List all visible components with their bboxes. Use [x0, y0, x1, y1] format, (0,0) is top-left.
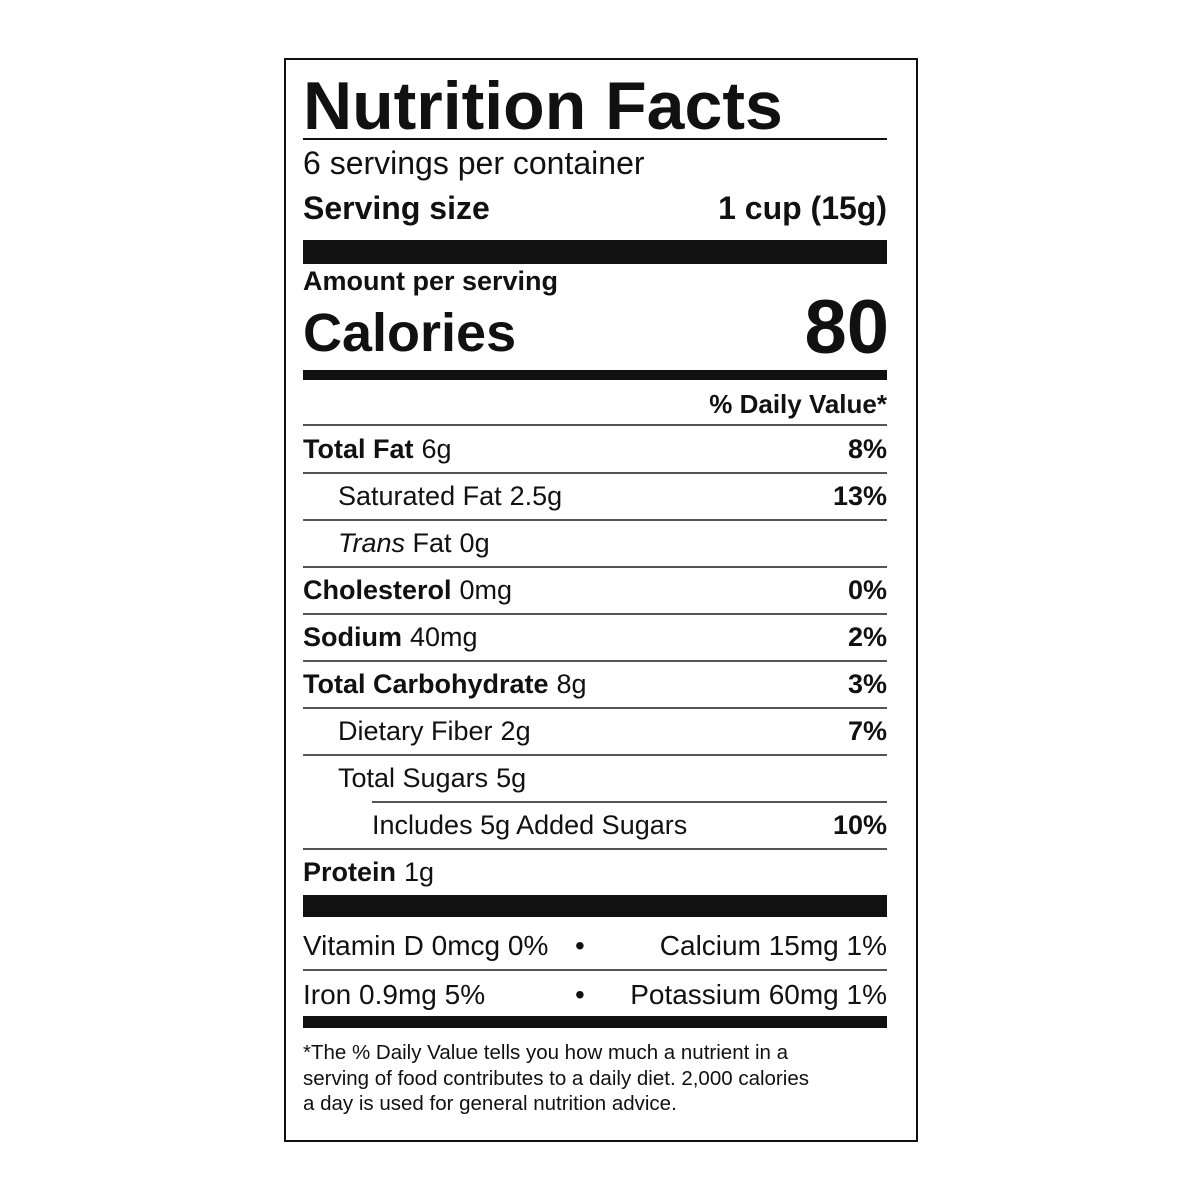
nutrient-row: Total Fat 6g 8%	[303, 427, 887, 472]
nutrient-name: Saturated Fat	[338, 481, 502, 511]
footnote: *The % Daily Value tells you how much a …	[303, 1040, 887, 1117]
nutrient-amount: 6g	[421, 434, 452, 464]
nutrient-dv: 8%	[847, 434, 887, 464]
nutrient-row: Saturated Fat 2.5g 13%	[303, 472, 887, 519]
nutrient-name: Total Fat	[303, 434, 414, 464]
nutrient-dv: 10%	[832, 810, 887, 840]
serving-size: Serving size 1 cup (15g)	[303, 188, 887, 228]
nutrient-row: Cholesterol 0mg 0%	[303, 566, 887, 613]
vitamin-row: Iron 0.9mg 5% • Potassium 60mg 1%	[303, 971, 887, 1018]
separator: •	[575, 978, 585, 1010]
calories-label: Calories	[303, 303, 517, 363]
nutrient-row: Total Sugars 5g	[303, 754, 887, 801]
nutrient-row: Total Carbohydrate 8g 3%	[303, 660, 887, 707]
vitamin-left: Vitamin D 0mcg 0%	[303, 929, 549, 961]
footnote-line: *The % Daily Value tells you how much a …	[303, 1041, 789, 1064]
nutrient-amount: 8g	[556, 669, 587, 699]
footnote-line: a day is used for general nutrition advi…	[303, 1092, 677, 1115]
nutrition-label: Nutrition Facts 6 servings per container…	[284, 58, 918, 1142]
medium-bar	[303, 370, 887, 380]
vitamin-right: Calcium 15mg 1%	[659, 929, 887, 961]
calories: Calories 80	[303, 288, 889, 368]
nutrient-amount: 0mg	[459, 575, 513, 605]
nutrient-amount: 40mg	[410, 622, 478, 652]
nutrient-name: Fat	[412, 528, 452, 558]
nutrient-row: Includes 5g Added Sugars 10%	[372, 801, 887, 848]
nutrient-row: Dietary Fiber 2g 7%	[303, 707, 887, 754]
footnote-line: serving of food contributes to a daily d…	[303, 1066, 809, 1090]
serving-size-label: Serving size	[303, 190, 490, 226]
nutrient-amount: 0g	[459, 528, 490, 558]
nutrient-row: Sodium 40mg 2%	[303, 613, 887, 660]
nutrient-name: Total Carbohydrate	[303, 669, 549, 699]
servings: 6 servings per container	[303, 145, 645, 181]
amount-per-serving: Amount per serving	[303, 266, 559, 296]
nutrient-amount: 2.5g	[509, 481, 563, 511]
calories-value: 80	[804, 285, 889, 370]
vitamin-row: Vitamin D 0mcg 0% • Calcium 15mg 1%	[303, 922, 887, 971]
nutrient-amount: 5g	[496, 763, 527, 793]
serving-size-value: 1 cup (15g)	[718, 190, 887, 226]
nutrient-list: Total Fat 6g 8% Saturated Fat 2.5g 13% Trans…	[303, 427, 887, 895]
vitamin-list: Vitamin D 0mcg 0% • Calcium 15mg 1% Iron…	[303, 922, 887, 1018]
nutrient-dv: 0%	[847, 575, 887, 605]
nutrient-name-italic: Trans	[338, 528, 406, 558]
nutrient-amount: 2g	[500, 716, 531, 746]
nutrient-name: Sodium	[303, 622, 402, 652]
nutrient-dv: 3%	[847, 669, 887, 699]
nutrient-row: Protein 1g	[303, 848, 887, 895]
rule	[303, 138, 887, 140]
vitamin-left: Iron 0.9mg 5%	[303, 978, 486, 1010]
nutrient-name: Protein	[303, 857, 397, 887]
nutrient-dv: 2%	[847, 622, 887, 652]
daily-value-header: % Daily Value*	[303, 384, 887, 426]
nutrient-name: Dietary Fiber	[338, 716, 493, 746]
thick-bar	[303, 895, 887, 917]
separator: •	[575, 929, 585, 961]
nutrient-name: Includes 5g Added Sugars	[372, 810, 688, 840]
nutrient-row: Trans Fat 0g	[303, 519, 887, 566]
nutrient-amount: 1g	[404, 857, 435, 887]
nutrient-name: Total Sugars	[338, 763, 489, 793]
nutrient-name: Cholesterol	[303, 575, 452, 605]
nutrient-dv: 7%	[847, 716, 887, 746]
nutrient-dv: 13%	[832, 481, 887, 511]
vitamin-right: Potassium 60mg 1%	[630, 978, 887, 1010]
thick-bar	[303, 240, 887, 264]
title: Nutrition Facts	[303, 68, 783, 144]
medium-bar	[303, 1016, 887, 1028]
